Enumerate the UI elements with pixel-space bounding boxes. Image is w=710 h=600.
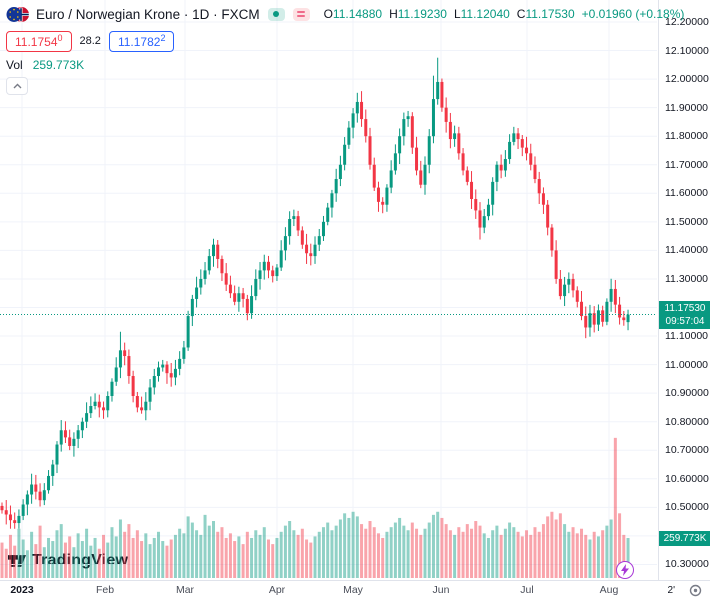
- price-axis-label: 11.50000: [665, 215, 709, 228]
- price-axis[interactable]: 12.20000 12.10000 12.00000 11.90000 11.80000…: [658, 0, 710, 580]
- high-value: 11.19230: [397, 7, 447, 21]
- bid-fractional-pip: 0: [57, 32, 63, 43]
- instant-trading-marker-button[interactable]: [616, 561, 634, 579]
- volume-axis-badge: 259.773K: [659, 530, 710, 546]
- time-axis-corner: 2': [668, 580, 702, 600]
- chevron-up-icon: [13, 83, 21, 89]
- price-axis-label: 10.60000: [665, 472, 709, 485]
- close-label: C: [516, 7, 526, 21]
- high-label: H: [389, 7, 398, 21]
- legend-collapse-button[interactable]: [6, 77, 28, 95]
- price-axis-label: 11.60000: [665, 187, 709, 200]
- legend-menu-icon[interactable]: [292, 7, 310, 21]
- time-axis-label: Mar: [175, 584, 195, 596]
- price-axis-label: 11.00000: [665, 358, 709, 371]
- price-axis-label: 10.70000: [665, 444, 709, 457]
- time-axis-label: Aug: [599, 584, 619, 596]
- price-axis-label: 11.70000: [665, 158, 709, 171]
- close-value: 11.17530: [525, 7, 575, 21]
- time-axis-label: Feb: [95, 584, 115, 596]
- price-axis-label: 11.40000: [665, 244, 709, 257]
- price-axis-label: 11.80000: [665, 130, 709, 143]
- time-axis-corner-label: 2': [667, 584, 675, 596]
- change-value: +0.01960 (+0.18%): [581, 7, 685, 21]
- time-axis-label: 2023: [10, 584, 34, 596]
- legend-visibility-icon[interactable]: [267, 7, 285, 21]
- time-axis-label: May: [343, 584, 363, 596]
- time-axis-label: Jul: [520, 584, 534, 596]
- chart-legend: Euro / Norwegian Krone · 1D · FXCM O11.1…: [6, 4, 684, 95]
- price-axis-label: 10.30000: [665, 558, 709, 571]
- time-axis-label: Apr: [268, 584, 286, 596]
- spread-value: 28.2: [79, 35, 101, 47]
- open-value: 11.14880: [332, 7, 383, 21]
- price-axis-label: 11.10000: [665, 330, 709, 343]
- time-axis[interactable]: 2023 Feb Mar Apr May Jun Jul Aug: [0, 580, 710, 600]
- low-label: L: [453, 7, 461, 21]
- price-axis-label: 10.50000: [665, 501, 709, 514]
- bar-close-countdown: 09:57:04: [665, 315, 705, 327]
- low-value: 11.12040: [460, 7, 510, 21]
- price-axis-label: 12.00000: [665, 73, 709, 86]
- current-price-value: 11.17530: [664, 302, 706, 314]
- symbol-title[interactable]: Euro / Norwegian Krone · 1D · FXCM: [36, 6, 260, 22]
- price-axis-label: 12.20000: [665, 16, 709, 28]
- lightning-bolt-icon: [621, 564, 629, 576]
- open-label: O: [323, 7, 333, 21]
- ohlc-values: O11.14880 H11.19230 L11.12040 C11.17530 …: [324, 7, 685, 21]
- sell-bid-button[interactable]: 11.17540: [6, 30, 72, 52]
- ask-fractional-pip: 2: [160, 32, 166, 43]
- volume-indicator-value: 259.773K: [32, 57, 85, 72]
- price-axis-label: 10.90000: [665, 387, 709, 400]
- price-axis-label: 11.90000: [665, 101, 709, 114]
- axis-settings-gear-icon[interactable]: [689, 584, 702, 597]
- time-axis-label: Jun: [432, 584, 450, 596]
- current-price-badge: 11.17530 09:57:04: [659, 300, 710, 329]
- buy-ask-button[interactable]: 11.17822: [108, 30, 175, 52]
- price-axis-label: 11.30000: [665, 272, 709, 285]
- symbol-pair-logo: [6, 6, 30, 23]
- price-axis-label: 12.10000: [665, 44, 709, 57]
- price-axis-label: 10.80000: [665, 415, 709, 428]
- volume-indicator-label: Vol: [6, 57, 23, 72]
